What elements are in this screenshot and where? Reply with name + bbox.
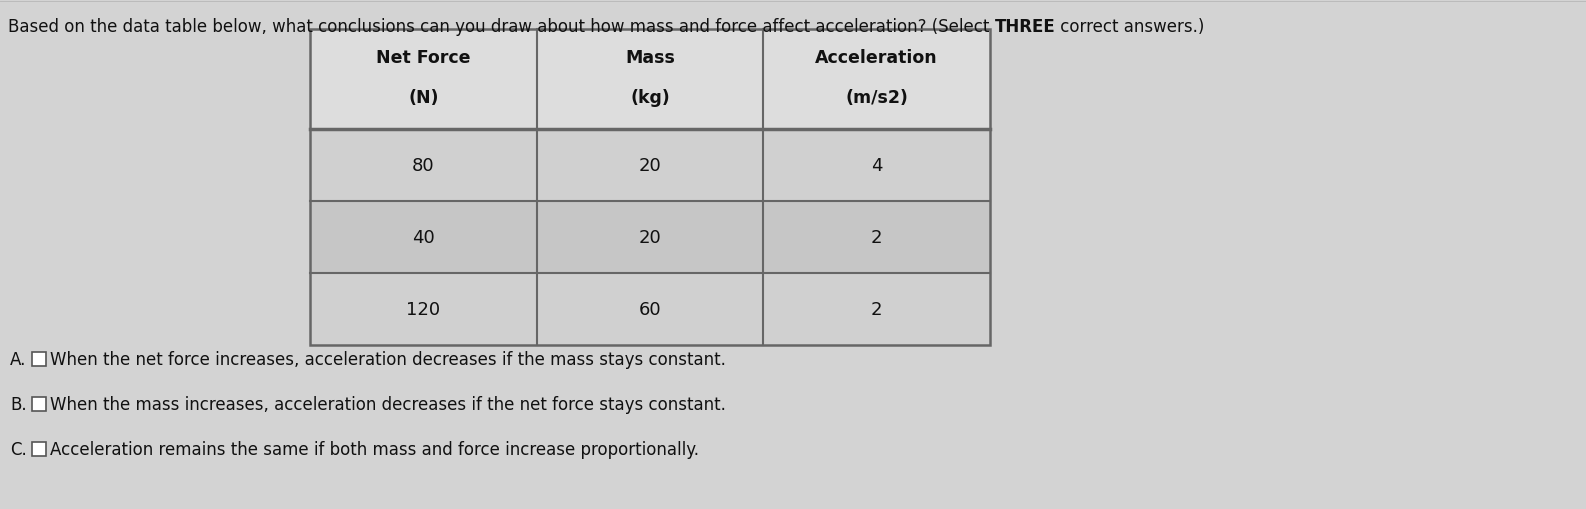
Text: 120: 120: [406, 300, 441, 318]
Text: 40: 40: [412, 229, 435, 246]
Text: When the net force increases, acceleration decreases if the mass stays constant.: When the net force increases, accelerati…: [51, 350, 726, 369]
Text: (m/s2): (m/s2): [845, 89, 909, 107]
Text: 80: 80: [412, 157, 435, 175]
Text: A.: A.: [10, 350, 27, 369]
Text: 2: 2: [871, 229, 882, 246]
Text: B.: B.: [10, 395, 27, 413]
Text: Acceleration remains the same if both mass and force increase proportionally.: Acceleration remains the same if both ma…: [51, 440, 699, 458]
Text: Acceleration: Acceleration: [815, 49, 937, 67]
Bar: [32, 352, 46, 366]
Text: 2: 2: [871, 300, 882, 318]
Bar: [309, 202, 990, 273]
Text: THREE: THREE: [994, 18, 1055, 36]
Text: Based on the data table below, what conclusions can you draw about how mass and : Based on the data table below, what conc…: [8, 18, 994, 36]
Bar: [309, 273, 990, 345]
Text: 60: 60: [639, 300, 661, 318]
Bar: [32, 442, 46, 456]
Text: (kg): (kg): [630, 89, 669, 107]
Text: Net Force: Net Force: [376, 49, 471, 67]
Text: C.: C.: [10, 440, 27, 458]
Bar: [309, 30, 990, 345]
Text: When the mass increases, acceleration decreases if the net force stays constant.: When the mass increases, acceleration de…: [51, 395, 726, 413]
Bar: [309, 130, 990, 202]
Bar: [32, 397, 46, 411]
Text: correct answers.): correct answers.): [1055, 18, 1205, 36]
Text: 4: 4: [871, 157, 882, 175]
Text: (N): (N): [408, 89, 439, 107]
Text: 20: 20: [639, 157, 661, 175]
Text: 20: 20: [639, 229, 661, 246]
Bar: [309, 30, 990, 130]
Text: Mass: Mass: [625, 49, 676, 67]
